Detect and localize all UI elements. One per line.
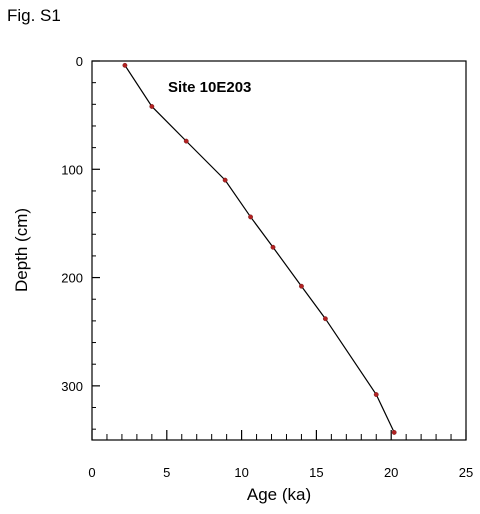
data-point	[322, 316, 328, 322]
x-tick-label: 5	[163, 465, 170, 480]
x-tick-label: 10	[234, 465, 248, 480]
data-point	[299, 283, 304, 289]
plot-frame	[91, 60, 467, 441]
data-point	[183, 138, 189, 144]
chart-axes	[91, 60, 467, 441]
chart-series	[122, 62, 397, 435]
chart-ticks: 0 100 200 300 0 5 10 15 20 25	[61, 54, 473, 480]
figure-label: Fig. S1	[7, 6, 61, 25]
x-tick-label: 0	[88, 465, 95, 480]
data-point	[149, 104, 155, 109]
y-tick-label: 0	[76, 54, 83, 69]
x-tick-label: 25	[459, 465, 473, 480]
series-line	[124, 65, 395, 433]
data-point	[391, 430, 397, 435]
data-point	[222, 177, 228, 183]
x-tick-label: 20	[384, 465, 398, 480]
data-point	[270, 244, 276, 250]
x-axis-label: Age (ka)	[247, 485, 311, 504]
y-axis-label: Depth (cm)	[12, 208, 31, 292]
data-point	[248, 214, 253, 220]
y-tick-label: 200	[61, 271, 83, 286]
data-point	[373, 392, 379, 397]
y-tick-label: 300	[61, 379, 83, 394]
data-point	[122, 62, 128, 68]
x-tick-label: 15	[309, 465, 323, 480]
site-label: Site 10E203	[168, 79, 251, 96]
y-tick-label: 100	[61, 162, 83, 177]
